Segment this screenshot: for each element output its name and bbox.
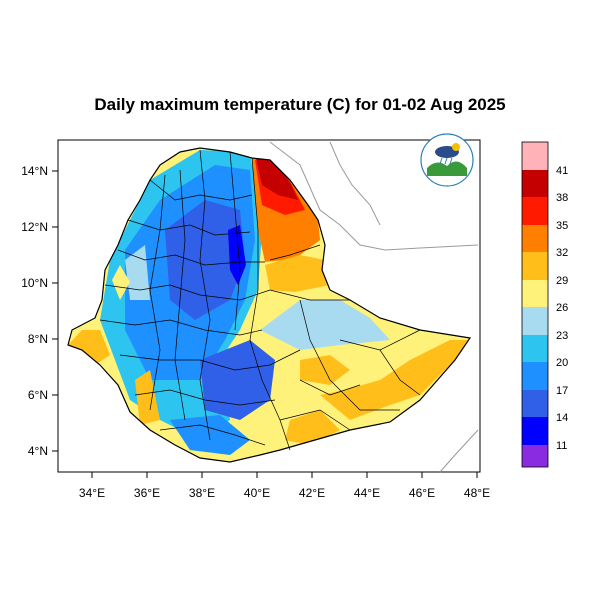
colorbar-label: 23 bbox=[556, 330, 568, 342]
colorbar-swatch bbox=[522, 445, 548, 467]
x-tick-label: 40°E bbox=[244, 486, 270, 500]
y-tick-label: 8°N bbox=[28, 332, 48, 346]
colorbar: 41 38 35 32 29 26 23 20 17 14 11 bbox=[521, 141, 568, 468]
colorbar-swatch bbox=[522, 225, 548, 252]
admin-boundaries bbox=[99, 149, 421, 451]
x-tick-marks bbox=[91, 472, 478, 478]
colorbar-swatch bbox=[522, 280, 548, 307]
colorbar-label: 35 bbox=[556, 220, 568, 232]
x-tick-label: 42°E bbox=[299, 486, 325, 500]
y-tick-label: 12°N bbox=[21, 220, 48, 234]
x-tick-label: 34°E bbox=[79, 486, 105, 500]
colorbar-swatch bbox=[522, 362, 548, 390]
colorbar-swatch bbox=[522, 197, 548, 225]
colorbar-swatch bbox=[522, 252, 548, 280]
colorbar-swatch bbox=[522, 390, 548, 417]
x-tick-label: 48°E bbox=[464, 486, 490, 500]
colorbar-label: 14 bbox=[556, 412, 568, 424]
map-title: Daily maximum temperature (C) for 01-02 … bbox=[94, 95, 506, 114]
y-tick-label: 10°N bbox=[21, 276, 48, 290]
colorbar-label: 38 bbox=[556, 192, 568, 204]
y-tick-labels: 14°N 12°N 10°N 8°N 6°N 4°N bbox=[21, 164, 48, 458]
colorbar-label: 41 bbox=[556, 165, 568, 177]
x-tick-label: 38°E bbox=[189, 486, 215, 500]
country-outline bbox=[67, 147, 472, 463]
y-tick-label: 6°N bbox=[28, 388, 48, 402]
colorbar-swatch bbox=[522, 417, 548, 445]
colorbar-swatch bbox=[522, 335, 548, 362]
institute-logo bbox=[420, 133, 474, 187]
x-tick-label: 44°E bbox=[354, 486, 380, 500]
colorbar-swatch bbox=[522, 307, 548, 335]
x-tick-label: 36°E bbox=[134, 486, 160, 500]
colorbar-label: 20 bbox=[556, 357, 568, 369]
x-tick-label: 46°E bbox=[409, 486, 435, 500]
logo-sun-icon bbox=[452, 143, 460, 151]
y-tick-marks bbox=[52, 170, 58, 452]
colorbar-label: 26 bbox=[556, 302, 568, 314]
x-tick-labels: 34°E 36°E 38°E 40°E 42°E 44°E 46°E 48°E bbox=[79, 486, 490, 500]
colorbar-label: 11 bbox=[556, 440, 567, 452]
y-tick-label: 4°N bbox=[28, 444, 48, 458]
colorbar-label: 17 bbox=[556, 385, 568, 397]
colorbar-label: 32 bbox=[556, 247, 568, 259]
logo-hills bbox=[427, 161, 467, 176]
y-tick-label: 14°N bbox=[21, 164, 48, 178]
colorbar-swatch bbox=[522, 142, 548, 170]
neighbor-boundaries bbox=[269, 141, 479, 473]
colorbar-label: 29 bbox=[556, 275, 568, 287]
colorbar-swatch bbox=[522, 170, 548, 197]
